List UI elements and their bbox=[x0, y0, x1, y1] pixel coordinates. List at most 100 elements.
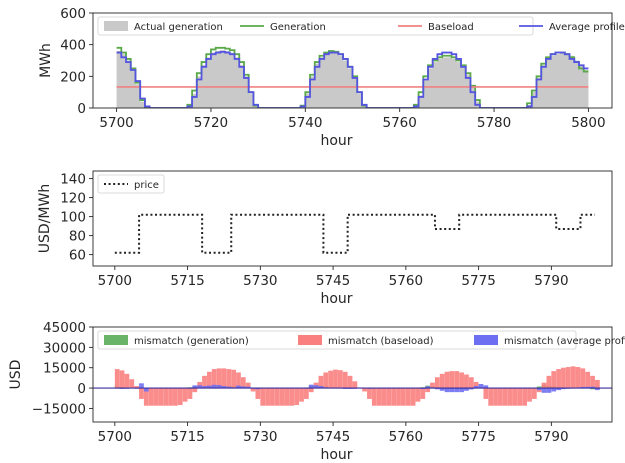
bar-mismatch-average-profile- bbox=[536, 388, 542, 391]
y-tick-label: 140 bbox=[60, 172, 86, 188]
bar-mismatch-average-profile- bbox=[221, 386, 227, 389]
legend-label: mismatch (average profile) bbox=[504, 336, 625, 347]
bar-mismatch-average-profile- bbox=[551, 388, 557, 392]
bar-mismatch-baseload- bbox=[585, 371, 591, 389]
legend-label: Average profile bbox=[549, 22, 625, 33]
bar-mismatch-baseload- bbox=[236, 372, 241, 389]
bar-mismatch-baseload- bbox=[245, 382, 251, 389]
bar-mismatch-baseload- bbox=[483, 388, 489, 399]
bar-mismatch-average-profile- bbox=[192, 385, 198, 389]
legend-frame bbox=[97, 174, 165, 194]
bar-mismatch-baseload- bbox=[546, 375, 552, 389]
x-tick-label: 5720 bbox=[194, 115, 228, 131]
legend-label: mismatch (baseload) bbox=[328, 336, 434, 347]
bar-mismatch-baseload- bbox=[342, 371, 348, 389]
plot-area bbox=[93, 366, 612, 406]
x-axis-label: hour bbox=[320, 133, 352, 149]
panel-1: 5700 5720 5740 5760 5780 5800 0 200 400 600 hour MW… bbox=[38, 6, 625, 149]
bar-mismatch-baseload- bbox=[527, 388, 532, 402]
bar-mismatch-average-profile- bbox=[439, 388, 445, 391]
bar-mismatch-baseload- bbox=[129, 379, 135, 389]
x-tick-label: 5740 bbox=[288, 115, 322, 131]
y-tick-label: 45000 bbox=[43, 320, 86, 336]
bar-mismatch-average-profile- bbox=[585, 386, 591, 389]
legend-item: Baseload bbox=[398, 22, 474, 33]
bar-mismatch-baseload- bbox=[410, 388, 416, 406]
bar-mismatch-baseload- bbox=[294, 388, 300, 406]
bar-mismatch-average-profile- bbox=[556, 388, 561, 391]
legend-item: mismatch (average profile) bbox=[474, 335, 625, 347]
bar-mismatch-baseload- bbox=[488, 388, 494, 406]
bar-mismatch-baseload- bbox=[114, 369, 120, 389]
bar-mismatch-baseload- bbox=[187, 388, 193, 399]
y-tick-label: 60 bbox=[69, 248, 86, 264]
y-tick-label: 120 bbox=[60, 191, 86, 207]
bar-mismatch-baseload- bbox=[308, 388, 314, 393]
bar-mismatch-generation- bbox=[590, 388, 595, 390]
x-tick-label: 5790 bbox=[534, 429, 568, 445]
y-tick-label: 100 bbox=[60, 210, 86, 226]
bar-mismatch-baseload- bbox=[284, 388, 290, 406]
y-tick-label: −15000 bbox=[32, 401, 86, 417]
bar-mismatch-baseload- bbox=[250, 388, 256, 392]
bar-mismatch-baseload- bbox=[143, 388, 149, 406]
bar-mismatch-baseload- bbox=[318, 375, 324, 389]
bar-mismatch-baseload- bbox=[580, 368, 586, 389]
x-tick-label: 5730 bbox=[243, 429, 277, 445]
bar-mismatch-baseload- bbox=[415, 388, 421, 402]
bar-mismatch-baseload- bbox=[381, 388, 387, 406]
bar-mismatch-average-profile- bbox=[434, 388, 440, 390]
bar-mismatch-baseload- bbox=[231, 369, 236, 389]
legend-frame bbox=[97, 330, 577, 350]
bar-mismatch-average-profile- bbox=[245, 386, 251, 389]
legend-swatch bbox=[298, 335, 322, 345]
bar-mismatch-baseload- bbox=[202, 375, 207, 389]
legend-label: Actual generation bbox=[134, 22, 223, 33]
bar-mismatch-baseload- bbox=[333, 369, 338, 389]
bar-mismatch-baseload- bbox=[134, 386, 139, 389]
y-tick-label: 400 bbox=[60, 38, 86, 54]
bar-mismatch-average-profile- bbox=[464, 388, 469, 391]
x-tick-label: 5715 bbox=[170, 429, 204, 445]
legend-item: mismatch (generation) bbox=[104, 335, 249, 347]
bar-mismatch-baseload- bbox=[396, 388, 401, 406]
bar-mismatch-average-profile- bbox=[546, 388, 552, 393]
x-axis-label: hour bbox=[320, 291, 352, 307]
bar-mismatch-baseload- bbox=[226, 369, 232, 389]
y-axis-label: USD/MWh bbox=[37, 184, 53, 253]
x-tick-label: 5700 bbox=[98, 429, 132, 445]
bar-mismatch-baseload- bbox=[468, 377, 474, 389]
legend-label: mismatch (generation) bbox=[134, 336, 249, 347]
bar-mismatch-baseload- bbox=[323, 372, 329, 389]
bar-mismatch-baseload- bbox=[401, 388, 406, 406]
bar-mismatch-average-profile- bbox=[483, 385, 489, 389]
bar-mismatch-baseload- bbox=[337, 370, 343, 389]
bar-mismatch-baseload- bbox=[541, 382, 547, 389]
bar-mismatch-baseload- bbox=[590, 375, 595, 389]
bar-mismatch-baseload- bbox=[575, 367, 581, 389]
bar-mismatch-average-profile- bbox=[425, 386, 431, 389]
bar-mismatch-average-profile- bbox=[197, 385, 203, 389]
x-tick-label: 5745 bbox=[316, 429, 350, 445]
x-tick-label: 5715 bbox=[170, 273, 204, 289]
legend: price bbox=[97, 174, 165, 194]
y-tick-label: 0 bbox=[77, 101, 86, 117]
panel-2: 5700 5715 5730 5745 5760 5775 5790 60 80 100 120 14… bbox=[37, 170, 613, 307]
legend-item: price bbox=[104, 180, 159, 191]
bar-mismatch-baseload- bbox=[556, 369, 561, 389]
bar-mismatch-baseload- bbox=[386, 388, 392, 406]
series-average-profile-line bbox=[116, 50, 589, 108]
legend-item: Generation bbox=[240, 22, 326, 33]
y-axis-label: USD bbox=[8, 360, 24, 390]
bar-mismatch-baseload- bbox=[158, 388, 164, 406]
bar-mismatch-baseload- bbox=[517, 388, 523, 406]
bar-mismatch-baseload- bbox=[439, 373, 445, 389]
bar-mismatch-baseload- bbox=[362, 388, 367, 392]
bar-mismatch-baseload- bbox=[197, 381, 203, 389]
legend-swatch bbox=[104, 335, 128, 345]
bar-mismatch-generation- bbox=[536, 386, 542, 389]
bar-mismatch-baseload- bbox=[279, 388, 285, 406]
bar-mismatch-baseload- bbox=[449, 371, 455, 389]
plot-area bbox=[114, 213, 596, 254]
x-tick-label: 5775 bbox=[461, 273, 495, 289]
